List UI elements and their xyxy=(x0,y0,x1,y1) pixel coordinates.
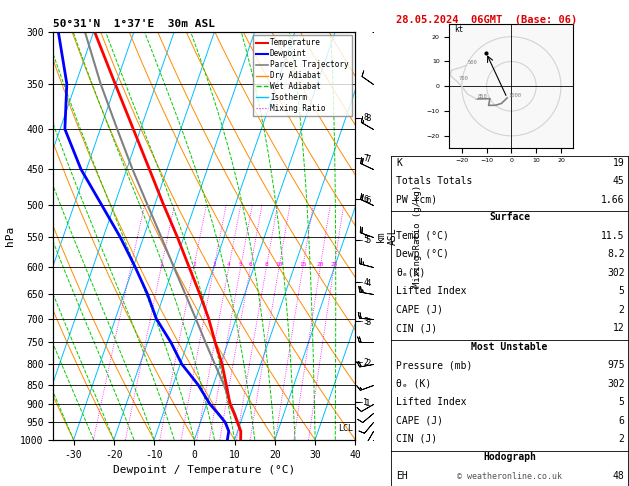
Text: 6: 6 xyxy=(619,416,625,426)
Text: 6: 6 xyxy=(363,195,368,204)
Text: 2: 2 xyxy=(619,305,625,315)
Text: EH: EH xyxy=(396,471,408,481)
Text: 7: 7 xyxy=(363,154,368,163)
Text: 975: 975 xyxy=(607,360,625,370)
Text: 2: 2 xyxy=(619,434,625,444)
Text: 11.5: 11.5 xyxy=(601,231,625,241)
Text: PW (cm): PW (cm) xyxy=(396,195,437,205)
Text: 50°31'N  1°37'E  30m ASL: 50°31'N 1°37'E 30m ASL xyxy=(53,19,216,30)
Text: Lifted Index: Lifted Index xyxy=(396,286,467,296)
Text: Temp (°C): Temp (°C) xyxy=(396,231,449,241)
Text: Totals Totals: Totals Totals xyxy=(396,176,472,187)
Text: CIN (J): CIN (J) xyxy=(396,323,437,333)
Text: CAPE (J): CAPE (J) xyxy=(396,305,443,315)
Text: 1: 1 xyxy=(363,398,368,407)
Text: 5: 5 xyxy=(239,261,243,267)
Text: Hodograph: Hodograph xyxy=(483,452,536,463)
Text: CAPE (J): CAPE (J) xyxy=(396,416,443,426)
Text: 4: 4 xyxy=(227,261,231,267)
Text: 25: 25 xyxy=(330,261,338,267)
Text: Lifted Index: Lifted Index xyxy=(396,397,467,407)
Text: 8.2: 8.2 xyxy=(607,249,625,260)
Text: 1: 1 xyxy=(160,261,163,267)
Text: 8: 8 xyxy=(265,261,269,267)
Text: 28.05.2024  06GMT  (Base: 06): 28.05.2024 06GMT (Base: 06) xyxy=(396,15,577,25)
Text: K: K xyxy=(396,158,402,168)
Text: LCL: LCL xyxy=(338,424,353,434)
Text: 850: 850 xyxy=(477,94,487,99)
Text: 6: 6 xyxy=(248,261,252,267)
Text: 4: 4 xyxy=(363,278,368,287)
Y-axis label: km
ASL: km ASL xyxy=(376,227,398,244)
Text: 15: 15 xyxy=(299,261,307,267)
Y-axis label: hPa: hPa xyxy=(4,226,14,246)
Text: 20: 20 xyxy=(316,261,324,267)
X-axis label: Dewpoint / Temperature (°C): Dewpoint / Temperature (°C) xyxy=(113,465,296,475)
Text: © weatheronline.co.uk: © weatheronline.co.uk xyxy=(457,472,562,481)
Text: 12: 12 xyxy=(613,323,625,333)
Text: Mixing Ratio (g/kg): Mixing Ratio (g/kg) xyxy=(413,185,422,287)
Text: 500: 500 xyxy=(468,60,477,65)
Text: Surface: Surface xyxy=(489,212,530,223)
Text: 302: 302 xyxy=(607,268,625,278)
Text: 5: 5 xyxy=(363,235,368,244)
Text: CIN (J): CIN (J) xyxy=(396,434,437,444)
Text: 1000: 1000 xyxy=(508,93,521,98)
Text: 302: 302 xyxy=(607,379,625,389)
Text: 3: 3 xyxy=(363,317,368,326)
Text: 5: 5 xyxy=(619,286,625,296)
Text: 10: 10 xyxy=(276,261,283,267)
Text: Most Unstable: Most Unstable xyxy=(471,342,548,352)
Text: 2: 2 xyxy=(363,358,368,366)
Text: Dewp (°C): Dewp (°C) xyxy=(396,249,449,260)
Text: 700: 700 xyxy=(459,76,468,81)
Text: 48: 48 xyxy=(613,471,625,481)
Text: 1.66: 1.66 xyxy=(601,195,625,205)
Text: θₑ(K): θₑ(K) xyxy=(396,268,426,278)
Text: 3: 3 xyxy=(212,261,216,267)
Text: 45: 45 xyxy=(613,176,625,187)
Legend: Temperature, Dewpoint, Parcel Trajectory, Dry Adiabat, Wet Adiabat, Isotherm, Mi: Temperature, Dewpoint, Parcel Trajectory… xyxy=(253,35,352,116)
Text: 2: 2 xyxy=(192,261,196,267)
Text: 19: 19 xyxy=(613,158,625,168)
Text: Pressure (mb): Pressure (mb) xyxy=(396,360,472,370)
Text: θₑ (K): θₑ (K) xyxy=(396,379,431,389)
Text: 5: 5 xyxy=(619,397,625,407)
Text: 8: 8 xyxy=(363,113,368,122)
Text: kt: kt xyxy=(454,25,464,34)
